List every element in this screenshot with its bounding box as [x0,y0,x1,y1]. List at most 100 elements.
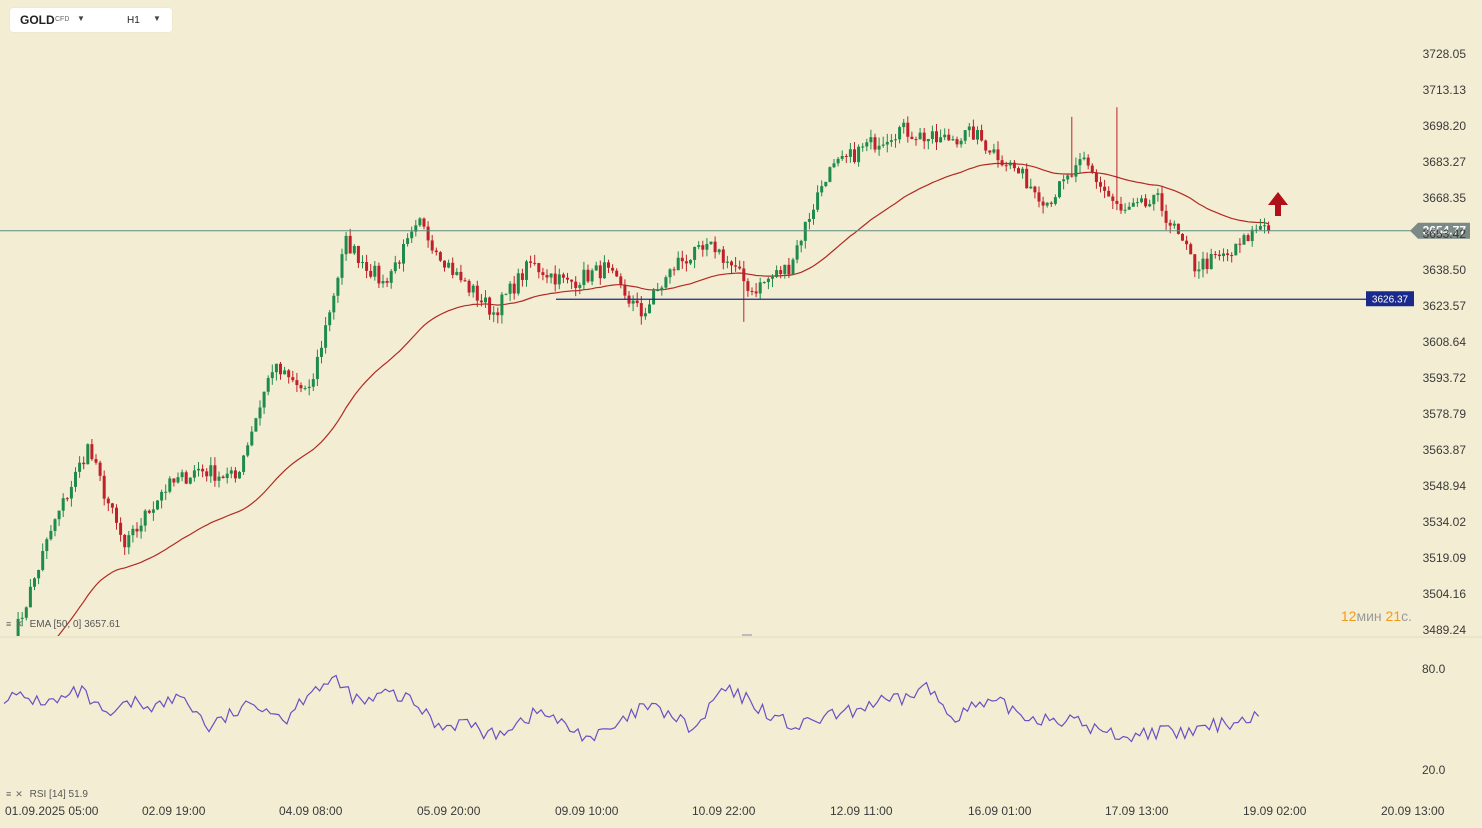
candle-body [115,507,118,523]
candle-body [53,519,57,531]
candle [1123,203,1127,214]
symbol-dropdown-icon[interactable]: ▼ [77,14,85,23]
candle-body [78,462,82,472]
candle [295,372,299,392]
candle [262,391,266,414]
candle-body [594,265,598,271]
candle [1103,179,1107,199]
candle-body [488,297,492,315]
candle [525,259,528,287]
candle-body [86,444,90,465]
timeframe-selector[interactable]: H1 [127,15,140,26]
candle-body [553,273,557,285]
candle [557,268,561,290]
candle [246,442,250,458]
candle [832,159,836,169]
candle-body [123,534,127,548]
candle [164,484,168,500]
candle [102,470,106,506]
candle-body [397,262,401,264]
candle-body [192,470,196,478]
candle-body [102,475,106,499]
pane-resize-handle[interactable] [742,634,752,636]
ema-value: 3657.61 [84,619,121,630]
candle-body [180,472,184,478]
candle-body [816,192,820,210]
candle-body [1082,157,1086,160]
candle [197,462,200,477]
candle-body [857,146,861,163]
candle-body [381,281,385,284]
symbol-toolbar[interactable]: GOLD CFD ▼ H1 ▼ [10,8,172,32]
candle-body [607,262,610,268]
candle [479,293,483,307]
candle-body [164,491,168,493]
symbol-name[interactable]: GOLD [20,13,55,27]
candle-body [980,130,984,141]
candle-body [504,293,508,295]
candle-body [139,525,143,532]
candle-body [996,149,1000,161]
candle [598,260,602,285]
symbol-type: CFD [55,16,70,23]
candle [1107,186,1111,197]
candle-body [955,139,959,145]
candle-body [598,265,602,279]
candle-body [262,391,266,408]
candle [984,139,988,154]
timeframe-dropdown-icon[interactable]: ▼ [153,14,161,23]
candle [512,276,516,300]
candle [123,534,127,556]
candle [959,138,963,148]
candle [1222,248,1225,262]
candle-body [1074,165,1078,177]
close-icon[interactable]: ✕ [15,619,23,629]
candle [914,136,918,146]
candle [28,579,32,608]
candle [451,257,455,279]
candle-body [201,468,205,472]
candle-body [623,284,627,296]
candle-body [615,270,619,277]
indicator-menu-icon[interactable]: ≡ [6,619,12,629]
candle-body [1205,258,1209,270]
candle-body [512,283,516,294]
candle [279,362,282,380]
candle [406,233,410,247]
candle [976,126,979,145]
candle-body [369,270,373,277]
candle-body [41,551,45,570]
candle [270,364,274,385]
candle [766,277,770,290]
candle [1062,175,1066,190]
candle-body [315,356,319,380]
rsi-axis-label: 20.0 [1422,763,1446,777]
candle-body [258,407,262,419]
candle [311,373,315,391]
candle [45,537,49,560]
candle [861,143,865,152]
candle-body [1103,186,1107,191]
candle [561,272,565,284]
candle-body [1135,202,1139,204]
candle [82,456,86,470]
candle-body [1140,198,1143,203]
candle-body [266,378,270,392]
candle [508,281,512,302]
candle-body [672,269,676,271]
candle [758,277,762,300]
candle-body [848,149,852,157]
close-icon[interactable]: ✕ [15,789,23,799]
candle [426,221,430,248]
candle [340,248,344,285]
candle [607,259,610,273]
countdown-min: 12 [1340,608,1357,624]
candle [853,141,856,164]
candle [730,260,733,274]
candle [582,261,586,290]
candle-body [242,455,246,472]
indicator-menu-icon[interactable]: ≡ [6,789,12,799]
candle-body [279,363,282,375]
candle [1213,250,1217,259]
